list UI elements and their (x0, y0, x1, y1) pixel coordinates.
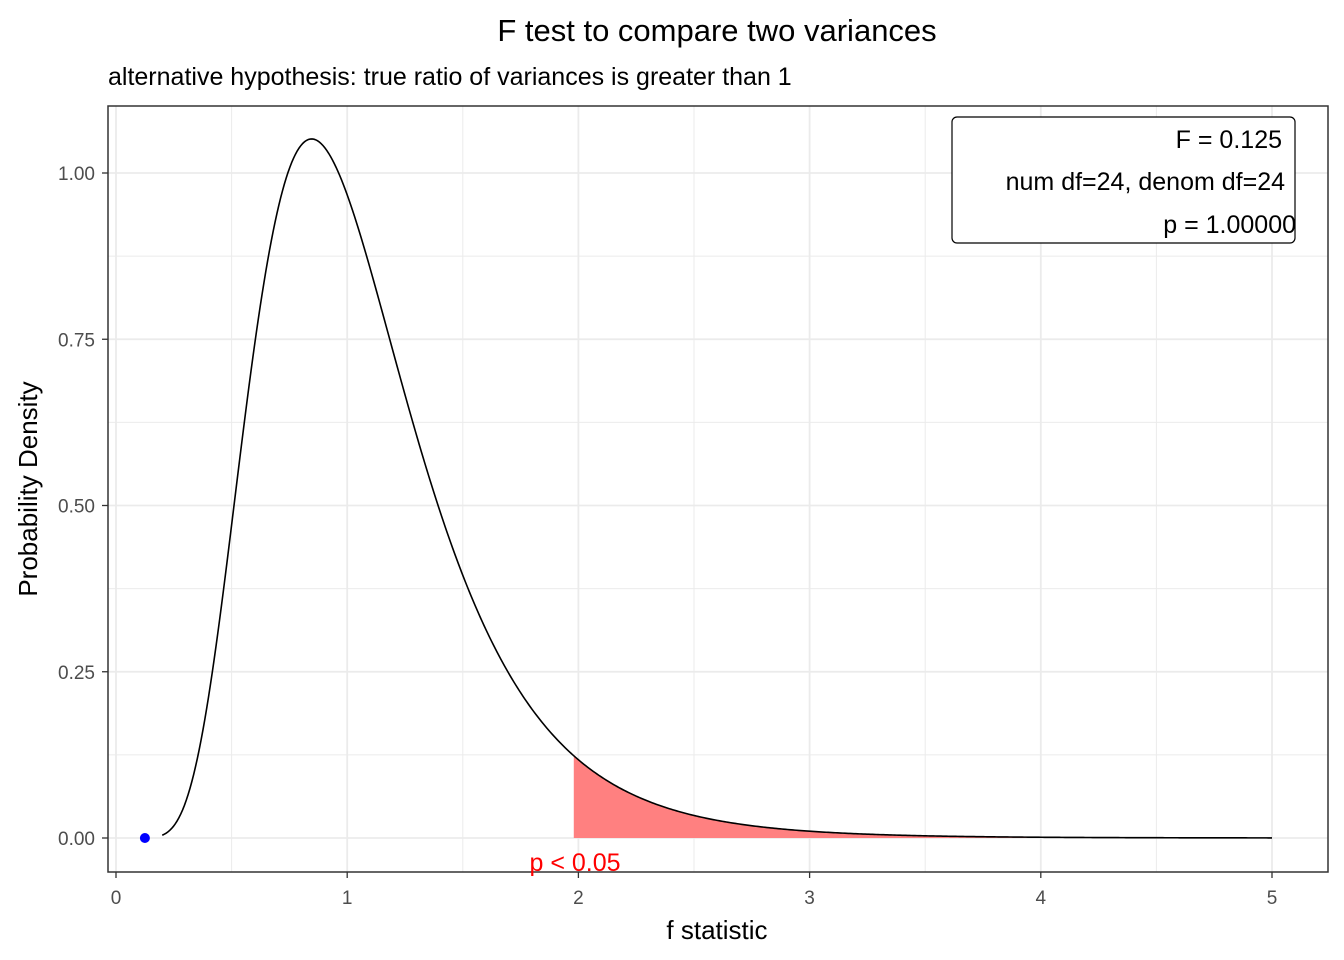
chart-title: F test to compare two variances (497, 13, 936, 48)
y-tick-label: 0.00 (58, 829, 95, 850)
x-tick-label: 0 (111, 888, 122, 909)
annotation-box: F = 0.125 num df=24, denom df=24 p = 1.0… (951, 116, 1296, 244)
density-curve-group (161, 138, 1272, 839)
x-tick-label: 3 (804, 888, 815, 909)
y-axis-ticks: 0.00 0.25 0.50 0.75 1.00 (58, 164, 108, 850)
x-axis-label: f statistic (666, 915, 767, 945)
annotation-df: num df=24, denom df=24 (1006, 168, 1285, 196)
x-axis-ticks: 0 1 2 3 4 5 (111, 872, 1278, 909)
x-tick-label: 4 (1036, 888, 1047, 909)
observed-statistic-group (139, 833, 150, 843)
y-tick-label: 0.50 (58, 497, 95, 518)
x-tick-label: 2 (573, 888, 584, 909)
annotation-p-value: p = 1.00000 (1163, 211, 1296, 239)
annotation-box-frame (951, 116, 1296, 244)
x-tick-label: 1 (342, 888, 353, 909)
y-tick-label: 0.25 (58, 663, 95, 684)
density-curve (161, 138, 1272, 839)
y-tick-label: 0.75 (58, 330, 95, 351)
observed-f-point (139, 833, 150, 843)
y-tick-label: 1.00 (58, 164, 95, 185)
panel-border (107, 105, 1329, 873)
annotation-f-value: F = 0.125 (1176, 126, 1282, 154)
x-tick-label: 5 (1267, 888, 1278, 909)
shaded-region-label: p < 0.05 (529, 849, 620, 877)
chart-subtitle: alternative hypothesis: true ratio of va… (108, 63, 792, 91)
shaded-area (573, 755, 1272, 838)
y-axis-label: Probability Density (13, 381, 43, 596)
shaded-rejection-region (573, 755, 1272, 838)
grid-lines (108, 106, 1328, 872)
